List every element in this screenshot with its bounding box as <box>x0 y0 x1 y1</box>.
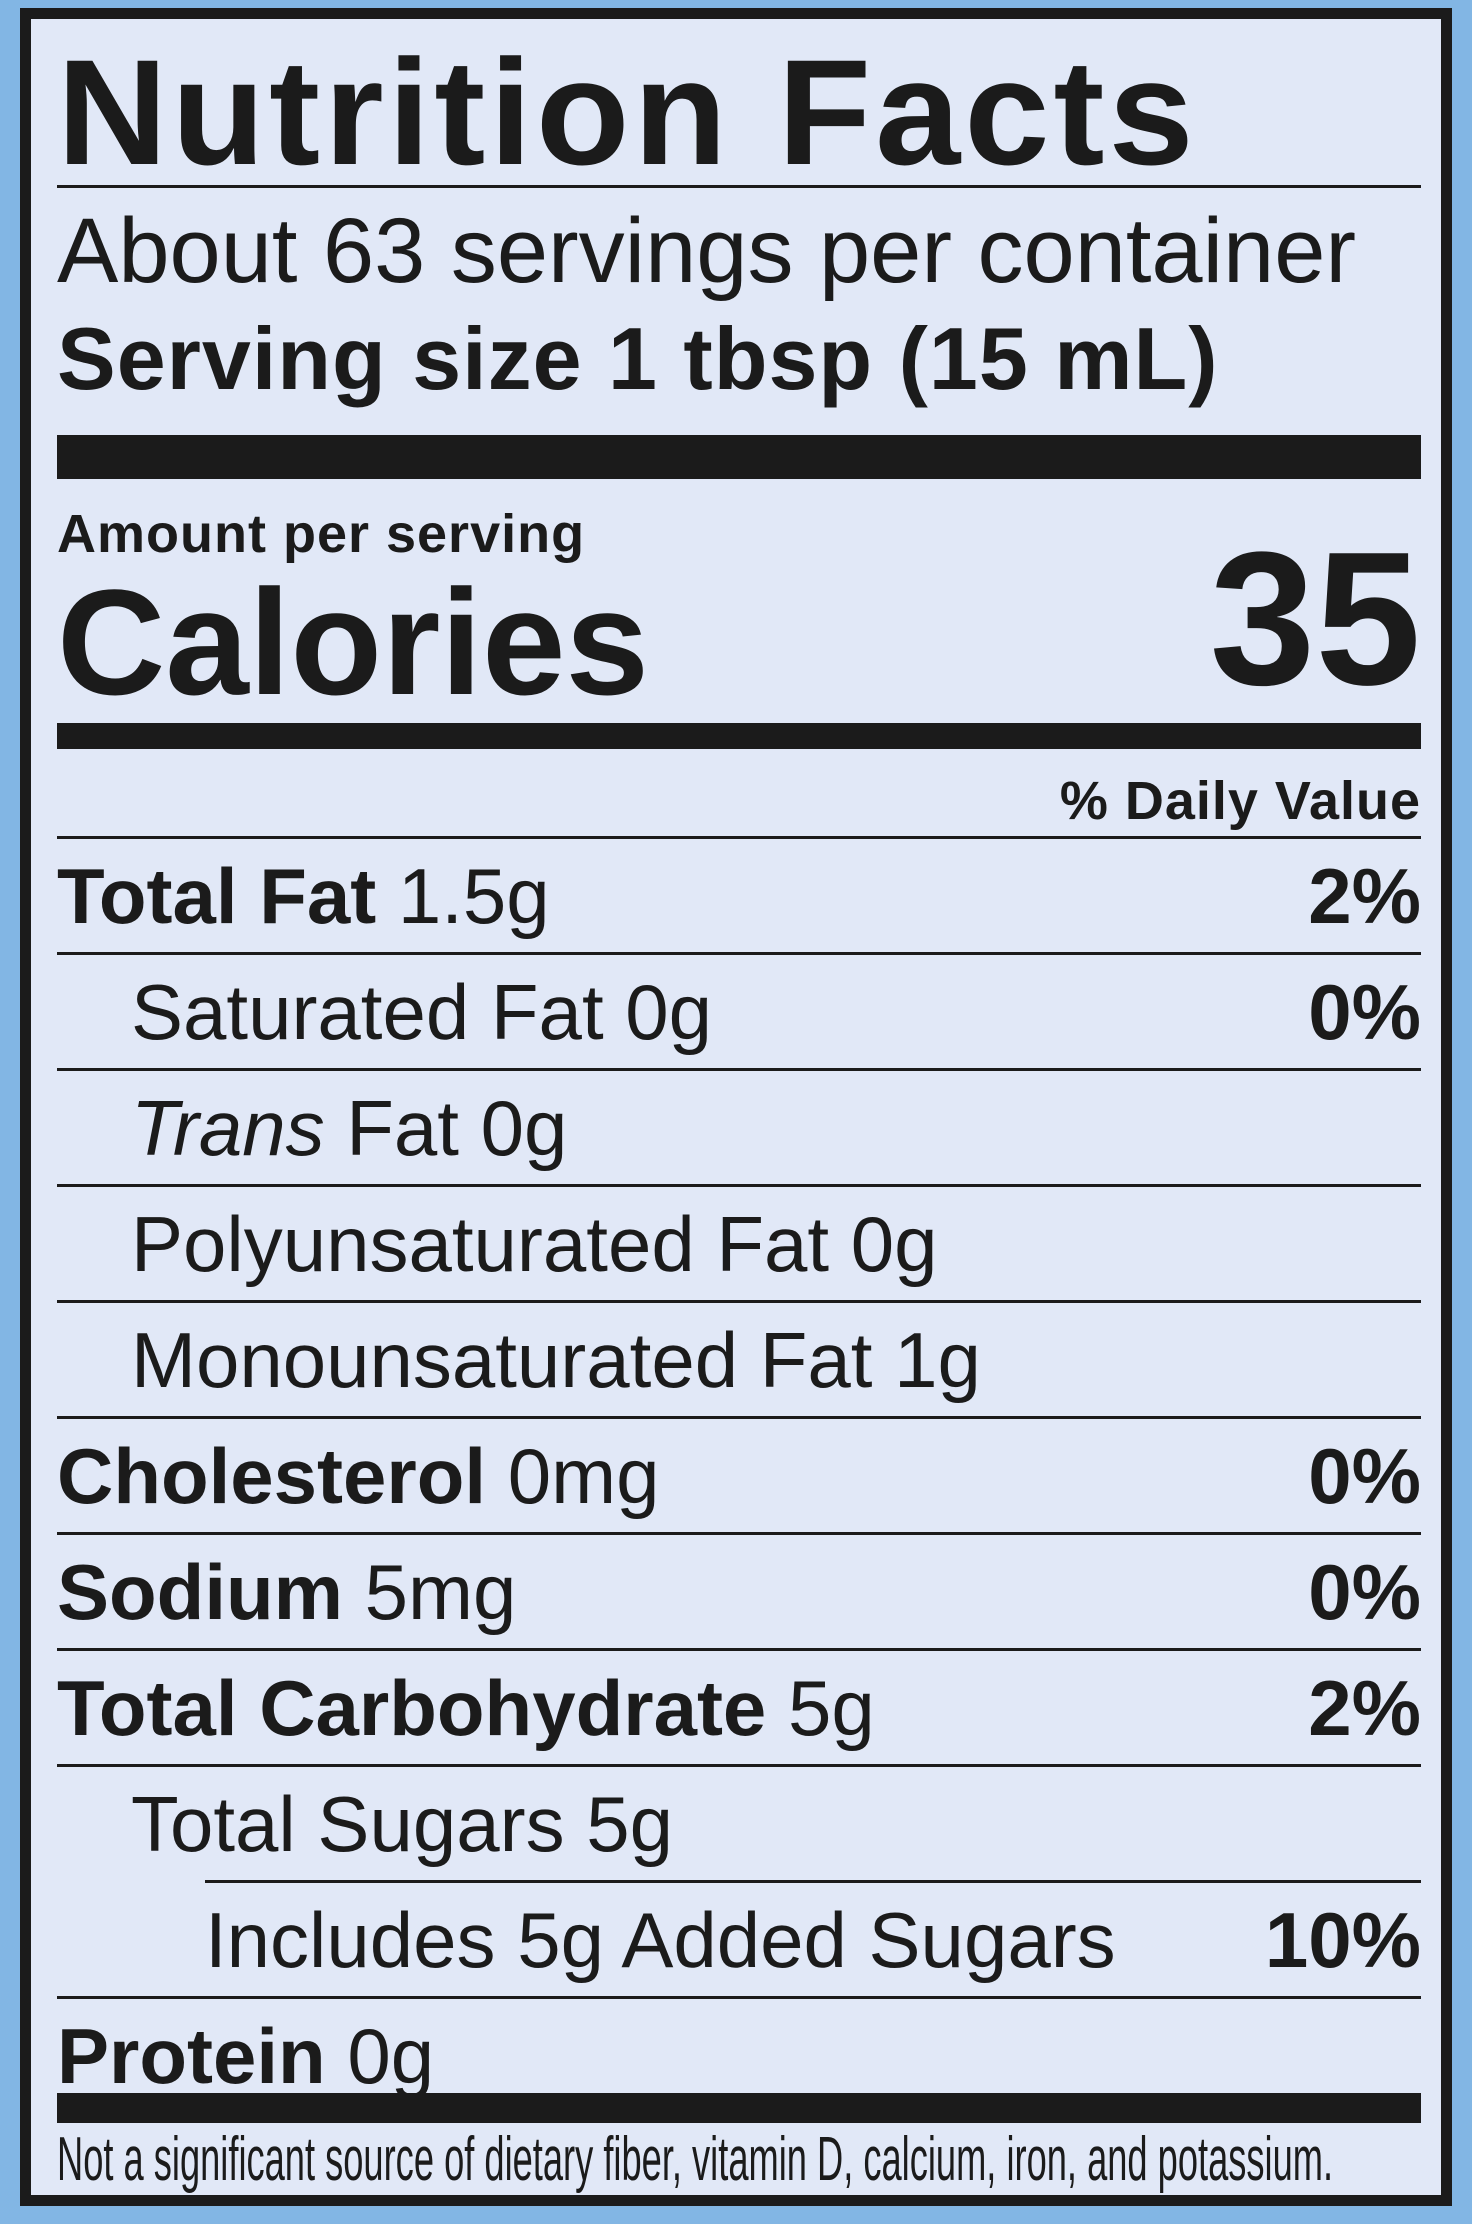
row-monounsaturated-fat: Monounsaturated Fat 1g <box>57 1303 1421 1416</box>
row-sodium: Sodium 5mg 0% <box>57 1535 1421 1648</box>
divider <box>57 185 1421 188</box>
serving-size: Serving size 1 tbsp (15 mL) <box>57 309 1219 408</box>
title: Nutrition Facts <box>57 28 1198 196</box>
nutrient-pct: 0% <box>1308 1547 1421 1636</box>
nutrient-amount: 0g <box>480 1083 568 1172</box>
nutrition-facts-panel: Nutrition Facts About 63 servings per co… <box>20 8 1452 2206</box>
nutrient-label: Total Fat <box>57 851 377 940</box>
nutrient-amount: 5g <box>787 1663 875 1752</box>
nutrient-label: Protein <box>57 2011 326 2100</box>
nutrient-label: Total Carbohydrate <box>57 1663 767 1752</box>
row-total-sugars: Total Sugars 5g <box>57 1767 1421 1880</box>
row-cholesterol: Cholesterol 0mg 0% <box>57 1419 1421 1532</box>
nutrient-amount: 0g <box>850 1199 938 1288</box>
row-protein: Protein 0g <box>57 1999 1421 2112</box>
divider <box>57 836 1421 839</box>
nutrient-amount: 0mg <box>507 1431 660 1520</box>
nutrient-list: Total Fat 1.5g 2% Saturated Fat 0g 0% Tran… <box>57 839 1421 2112</box>
nutrient-pct: 2% <box>1308 1663 1421 1752</box>
nutrient-label-italic: Trans <box>131 1083 325 1172</box>
thick-divider <box>57 435 1421 479</box>
footnote: Not a significant source of dietary fibe… <box>57 2129 1421 2191</box>
nutrient-amount: 5g <box>586 1779 674 1868</box>
nutrient-pct: 2% <box>1308 851 1421 940</box>
footnote-text: Not a significant source of dietary fibe… <box>57 2125 1334 2194</box>
row-trans-fat: Trans Fat 0g <box>57 1071 1421 1184</box>
nutrient-label: Cholesterol <box>57 1431 487 1520</box>
nutrient-amount: 1g <box>894 1315 981 1404</box>
amount-per-serving: Amount per serving <box>57 504 586 564</box>
row-polyunsaturated-fat: Polyunsaturated Fat 0g <box>57 1187 1421 1300</box>
calories-label: Calories <box>57 558 649 726</box>
nutrient-pct: 0% <box>1308 1431 1421 1520</box>
nutrient-label: Total Sugars <box>131 1779 565 1868</box>
nutrient-pct: 0% <box>1308 967 1421 1056</box>
nutrient-label: Fat <box>346 1083 459 1172</box>
nutrient-amount: 1.5g <box>397 851 550 940</box>
row-saturated-fat: Saturated Fat 0g 0% <box>57 955 1421 1068</box>
nutrient-amount: 5mg <box>364 1547 517 1636</box>
nutrient-pct: 10% <box>1264 1895 1421 1984</box>
nutrient-amount: 0g <box>625 967 713 1056</box>
nutrient-label: Monounsaturated Fat <box>131 1315 873 1404</box>
nutrient-label: Sodium <box>57 1547 343 1636</box>
nutrient-amount: 0g <box>347 2011 435 2100</box>
row-total-fat: Total Fat 1.5g 2% <box>57 839 1421 952</box>
medium-divider <box>57 723 1421 749</box>
nutrient-label: Includes 5g Added Sugars <box>205 1895 1116 1984</box>
row-total-carbohydrate: Total Carbohydrate 5g 2% <box>57 1651 1421 1764</box>
nutrient-label: Polyunsaturated Fat <box>131 1199 830 1288</box>
servings-per-container: About 63 servings per container <box>57 200 1357 302</box>
daily-value-header: % Daily Value <box>1059 771 1421 831</box>
thick-divider <box>57 2093 1421 2123</box>
nutrient-label: Saturated Fat <box>131 967 604 1056</box>
calories-value: 35 <box>1209 513 1421 725</box>
row-added-sugars: Includes 5g Added Sugars 10% <box>57 1883 1421 1996</box>
